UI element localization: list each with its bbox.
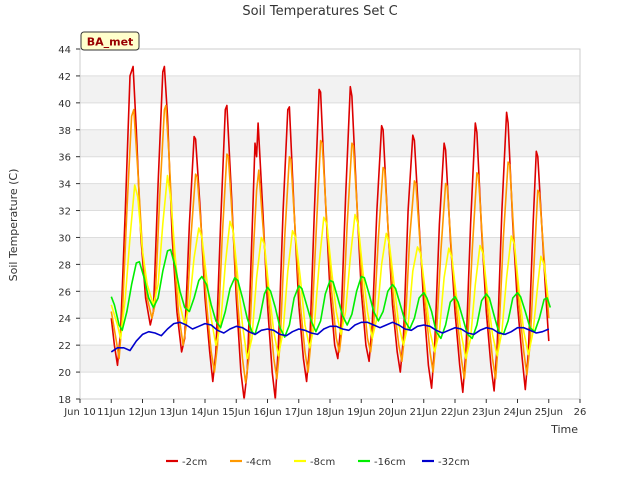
x-tick-label: 23Jun xyxy=(472,407,500,418)
x-tick-label: 17Jun xyxy=(285,407,313,418)
legend-label: -4cm xyxy=(246,457,271,468)
y-tick-label: 30 xyxy=(58,233,71,244)
legend-label: -8cm xyxy=(310,457,335,468)
y-tick-label: 34 xyxy=(58,180,71,191)
x-tick-label: 14Jun xyxy=(191,407,219,418)
x-tick-label: Jun 10 xyxy=(63,407,96,418)
legend-label: -16cm xyxy=(374,457,406,468)
legend-item: -8cm xyxy=(294,457,335,468)
x-tick-label: 16Jun xyxy=(253,407,281,418)
legend-item: -4cm xyxy=(230,457,271,468)
y-tick-label: 44 xyxy=(58,45,71,56)
series-line xyxy=(110,321,550,353)
legend-label: -2cm xyxy=(182,457,207,468)
x-tick-label: 26 xyxy=(574,407,587,418)
x-tick-label: 15Jun xyxy=(222,407,250,418)
x-tick-label: 20Jun xyxy=(378,407,406,418)
x-tick-label: 18Jun xyxy=(316,407,344,418)
x-tick-label: 19Jun xyxy=(347,407,375,418)
legend: -2cm -4cm -8cm -16cm -32cm xyxy=(166,457,470,468)
x-tick-label: 22Jun xyxy=(441,407,469,418)
site-badge-label: BA_met xyxy=(87,36,134,49)
y-tick-label: 36 xyxy=(58,153,71,164)
y-tick-label: 32 xyxy=(58,207,71,218)
y-axis-label: Soil Temperature (C) xyxy=(7,169,20,282)
x-tick-label: 11Jun xyxy=(97,407,125,418)
y-tick-label: 22 xyxy=(58,341,71,352)
x-axis-ticks: Jun 10 11Jun 12Jun 13Jun 14Jun 15Jun 16Jun 17Ju… xyxy=(63,399,586,418)
y-tick-label: 40 xyxy=(58,99,71,110)
y-tick-label: 20 xyxy=(58,368,71,379)
y-tick-label: 24 xyxy=(58,314,71,325)
chart-title: Soil Temperatures Set C xyxy=(242,4,397,19)
x-axis-label: Time xyxy=(550,423,578,436)
site-badge: BA_met xyxy=(80,31,140,51)
y-tick-label: 38 xyxy=(58,126,71,137)
x-tick-label: 21Jun xyxy=(410,407,438,418)
y-tick-label: 26 xyxy=(58,287,71,298)
legend-item: -32cm xyxy=(422,457,470,468)
x-tick-label: 13Jun xyxy=(160,407,188,418)
x-tick-label: 12Jun xyxy=(128,407,156,418)
background-band xyxy=(80,345,580,373)
series-line xyxy=(110,174,550,360)
legend-label: -32cm xyxy=(438,457,470,468)
background-band xyxy=(80,183,580,211)
y-axis-ticks: 18 20 22 24 26 28 30 32 34 36 38 40 42 44 xyxy=(58,45,80,406)
site-badge-box xyxy=(80,31,140,51)
series-line xyxy=(110,248,552,340)
x-tick-label: 24Jun xyxy=(503,407,531,418)
y-tick-label: 42 xyxy=(58,72,71,83)
legend-item: -2cm xyxy=(166,457,207,468)
y-tick-label: 28 xyxy=(58,260,71,271)
x-tick-label: 25Jun xyxy=(535,407,563,418)
series-lines xyxy=(110,65,552,400)
y-tick-label: 18 xyxy=(58,395,71,406)
legend-item: -16cm xyxy=(358,457,406,468)
series-line xyxy=(110,104,550,384)
background-band xyxy=(80,75,580,103)
